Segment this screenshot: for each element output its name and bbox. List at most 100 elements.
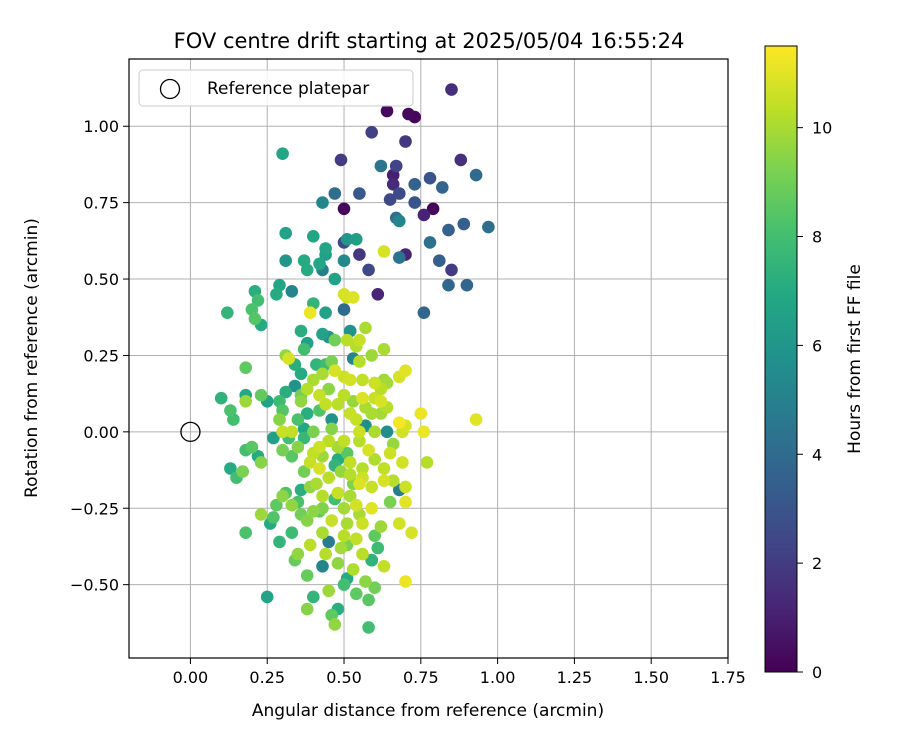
- data-point: [362, 443, 375, 457]
- data-point: [294, 324, 308, 338]
- data-point: [399, 135, 412, 148]
- data-point: [399, 364, 412, 378]
- data-point: [279, 226, 293, 240]
- data-point: [393, 416, 406, 430]
- data-point: [328, 187, 342, 200]
- reference-platepar-marker: [180, 421, 201, 442]
- data-point: [393, 517, 406, 530]
- data-point: [417, 306, 431, 320]
- y-tick-label: −0.50: [70, 576, 119, 595]
- data-point: [297, 431, 311, 445]
- chart-title: FOV centre drift starting at 2025/05/04 …: [174, 29, 685, 53]
- data-point: [239, 526, 252, 539]
- data-point: [279, 385, 293, 399]
- data-point: [328, 618, 342, 631]
- data-point: [316, 560, 329, 573]
- data-point: [399, 495, 412, 509]
- data-point: [396, 456, 409, 469]
- data-point: [322, 434, 336, 448]
- data-point: [322, 382, 336, 396]
- data-point: [445, 263, 458, 277]
- data-point: [460, 278, 474, 292]
- data-point: [408, 196, 422, 209]
- data-point: [374, 520, 388, 533]
- data-point: [368, 425, 382, 439]
- data-point: [433, 254, 446, 267]
- data-point: [270, 288, 283, 301]
- data-point: [368, 376, 382, 390]
- colorbar-gradient: [764, 45, 798, 673]
- data-point: [313, 257, 326, 271]
- x-tick-label: 0.25: [249, 668, 285, 687]
- data-point: [337, 254, 351, 267]
- data-point: [377, 474, 391, 488]
- y-tick-label: 0.25: [83, 346, 119, 365]
- data-point: [380, 104, 394, 118]
- data-point: [359, 575, 372, 588]
- data-point: [350, 498, 363, 512]
- data-point: [310, 477, 323, 491]
- data-point: [454, 153, 468, 167]
- data-point: [362, 593, 375, 607]
- data-point: [365, 480, 379, 494]
- data-point: [368, 453, 382, 466]
- data-point: [239, 395, 252, 408]
- data-point: [300, 569, 314, 582]
- data-point: [214, 391, 228, 405]
- data-point: [399, 575, 412, 588]
- data-point: [276, 443, 289, 457]
- data-point: [353, 248, 366, 261]
- data-point: [276, 425, 289, 439]
- data-point: [353, 355, 366, 368]
- data-point: [325, 514, 339, 527]
- data-point: [224, 462, 237, 475]
- data-point: [414, 407, 428, 420]
- data-point: [353, 477, 366, 491]
- data-point: [405, 526, 418, 539]
- data-point: [325, 413, 339, 426]
- data-point: [389, 159, 403, 173]
- x-tick-label: 0.00: [173, 668, 209, 687]
- colorbar-tick-label: 4: [812, 445, 822, 464]
- data-point: [445, 83, 458, 96]
- data-point: [356, 547, 369, 561]
- data-point: [297, 343, 311, 356]
- data-point: [482, 220, 495, 234]
- data-point: [399, 480, 412, 494]
- data-point: [383, 446, 397, 460]
- data-point: [343, 468, 357, 481]
- data-point: [276, 147, 289, 160]
- colorbar-tick-label: 6: [812, 336, 822, 355]
- data-point: [350, 413, 363, 426]
- data-point: [337, 388, 351, 402]
- data-point: [273, 413, 286, 426]
- data-point: [313, 388, 326, 402]
- colorbar-label: Hours from first FF file: [845, 264, 865, 454]
- data-point: [346, 291, 360, 304]
- data-point: [371, 541, 385, 555]
- y-axis-label: Rotation from reference (arcmin): [22, 218, 42, 498]
- data-point: [300, 407, 314, 420]
- data-point: [383, 193, 397, 206]
- data-point: [316, 196, 329, 209]
- data-point: [276, 489, 289, 503]
- data-point: [270, 498, 283, 512]
- data-point: [393, 251, 406, 264]
- data-point: [319, 547, 332, 561]
- data-point: [356, 517, 369, 530]
- data-point: [322, 535, 336, 549]
- data-point: [328, 364, 342, 378]
- data-point: [371, 288, 385, 301]
- data-point: [224, 404, 237, 417]
- data-point: [303, 538, 317, 552]
- reference-marker-layer: [180, 421, 201, 442]
- data-point: [285, 526, 299, 539]
- data-point: [362, 263, 375, 277]
- data-point: [469, 413, 483, 426]
- colorbar-tick-label: 8: [812, 228, 822, 247]
- data-point: [423, 236, 437, 249]
- legend-marker-open-circle: [159, 78, 181, 100]
- x-tick-label: 1.75: [710, 668, 746, 687]
- data-point: [319, 306, 332, 320]
- data-point: [316, 489, 329, 503]
